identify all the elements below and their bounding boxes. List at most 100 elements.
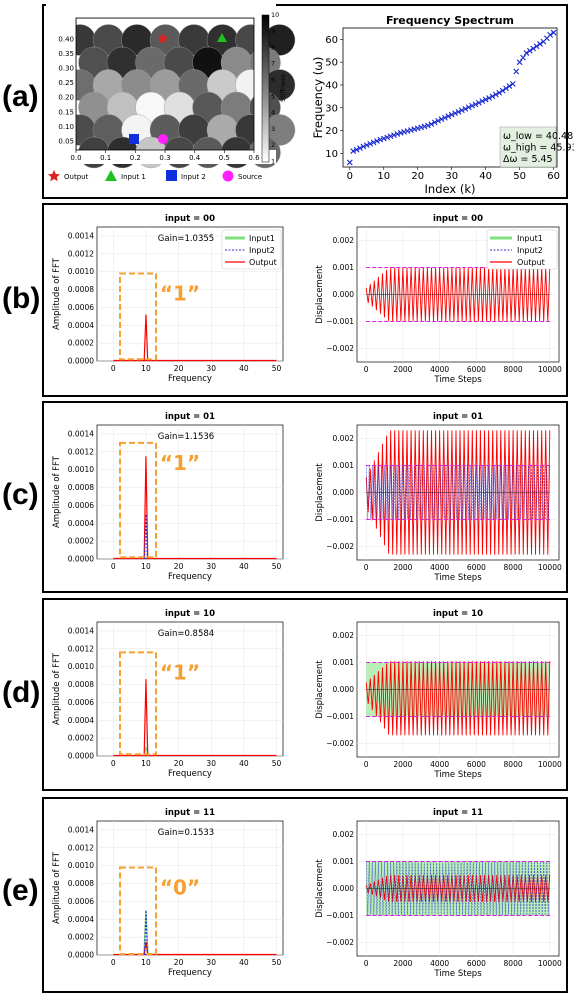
spectrum-point (350, 148, 357, 154)
spectrum-point (503, 85, 509, 92)
spectrum-point (506, 83, 513, 89)
lattice-y-tick-label: 0.30 (58, 65, 74, 73)
disp-x-tick-label: 6000 (467, 760, 486, 769)
disp-y-tick-label: −0.001 (326, 911, 354, 920)
disp-y-tick-label: 0.000 (333, 884, 355, 893)
disp-x-tick-label: 0 (364, 563, 369, 572)
disp-y-tick-label: 0.002 (333, 236, 355, 245)
disp-y-tick-label: −0.001 (326, 712, 354, 721)
lattice-mask-left (46, 0, 76, 158)
fft-y-tick-label: 0.0012 (68, 249, 94, 258)
spectrum-point (489, 93, 496, 100)
lattice-x-tick-label: 0.4 (189, 154, 201, 162)
fft-y-tick-label: 0.0004 (68, 519, 94, 528)
spectrum-point (499, 87, 506, 94)
disp-y-tick-label: 0.001 (333, 461, 355, 470)
fft-axes (96, 424, 284, 560)
disp-x-tick-label: 10000 (538, 563, 562, 572)
fft-x-tick-label: 30 (206, 562, 216, 571)
disp-x-tick-label: 8000 (504, 563, 523, 572)
spectrum-point (547, 31, 554, 38)
disp-x-tick-label: 0 (364, 365, 369, 374)
colorbar-tick-label: 4 (271, 109, 275, 117)
spectrum-annotation-line: Δω = 5.45 (503, 154, 553, 165)
colorbar-tick-label: 1 (271, 158, 275, 166)
spectrum-point (475, 99, 482, 106)
fft-legend-label: Input2 (249, 246, 275, 255)
spectrum-point (346, 159, 353, 166)
fft-title: input = 10 (165, 609, 215, 619)
disp-y-tick-label: 0.002 (333, 434, 355, 443)
fft-x-tick-label: 10 (141, 958, 151, 967)
lattice-y-tick-label: 0.40 (58, 35, 74, 43)
fft-y-tick-label: 0.0002 (68, 537, 94, 546)
spectrum-point (377, 136, 384, 143)
spectrum-point (431, 119, 438, 126)
spectrum-y-tick-label: 30 (325, 103, 338, 114)
fft-logic-output: “0” (160, 875, 200, 899)
legend-label: Input 1 (121, 173, 146, 181)
fft-y-tick-label: 0.0006 (68, 698, 94, 707)
spectrum-point (374, 138, 380, 144)
panel-label-b: (b) (2, 282, 41, 315)
fft-x-label: Frequency (168, 769, 212, 779)
fft-x-tick-label: 30 (206, 958, 216, 967)
fft-y-tick-label: 0.0008 (68, 879, 94, 888)
spectrum-annotation-box (499, 126, 557, 168)
fft-x-tick-label: 50 (272, 759, 282, 768)
disp-x-label: Time Steps (433, 375, 482, 385)
disp-x-label: Time Steps (433, 770, 482, 780)
spectrum-point (520, 54, 526, 61)
spectrum-point (442, 114, 448, 121)
spectrum-point (445, 113, 452, 120)
disp-y-tick-label: −0.002 (326, 542, 354, 551)
fft-logic-output: “1” (160, 281, 200, 305)
spectrum-point (438, 116, 445, 123)
spectrum-point (360, 143, 367, 150)
fft-axes (96, 621, 284, 757)
fft-x-tick-label: 0 (111, 759, 116, 768)
legend-square-marker (166, 170, 177, 181)
disp-x-tick-label: 4000 (430, 563, 449, 572)
fft-logic-output: “1” (160, 451, 200, 475)
spectrum-point (482, 96, 489, 103)
spectrum-point (367, 140, 374, 147)
panel-label-d: (d) (2, 676, 41, 709)
spectrum-point (357, 145, 363, 151)
colorbar-tick-label: 10 (271, 11, 279, 19)
spectrum-point (459, 107, 465, 114)
fft-gain: Gain=1.1536 (158, 432, 214, 442)
disp-y-tick-label: 0.002 (333, 631, 355, 640)
spectrum-point (370, 139, 377, 146)
fft-y-tick-label: 0.0000 (68, 555, 94, 564)
fft-x-tick-label: 10 (141, 759, 151, 768)
disp-output-signal (365, 661, 551, 736)
disp-x-tick-label: 10000 (538, 760, 562, 769)
fft-y-tick-label: 0.0000 (68, 357, 94, 366)
panel-label-a: (a) (2, 80, 39, 113)
spectrum-y-tick-label: 50 (325, 58, 338, 69)
spectrum-point (455, 108, 462, 115)
colorbar-tick-label: 5 (271, 92, 275, 100)
lattice-x-tick-label: 0.1 (100, 154, 111, 162)
disp-y-tick-label: 0.000 (333, 685, 355, 694)
disp-title: input = 10 (433, 609, 483, 619)
spectrum-x-tick-label: 40 (479, 171, 492, 182)
fft-title: input = 01 (165, 412, 215, 422)
disp-legend-label: Input1 (517, 234, 543, 243)
spectrum-annotation-line: ω_high = 45.93 (503, 143, 574, 154)
disp-x-tick-label: 8000 (504, 959, 523, 968)
spectrum-point (435, 117, 441, 124)
fft-y-tick-label: 0.0010 (68, 662, 94, 671)
fft-legend-label: Output (249, 258, 277, 267)
spectrum-point (428, 121, 435, 128)
disp-x-tick-label: 2000 (393, 365, 412, 374)
disp-title: input = 11 (433, 808, 483, 818)
lattice-mask-bottom (46, 150, 276, 164)
lattice-x-tick-label: 0.0 (70, 154, 81, 162)
colorbar (261, 14, 270, 163)
fft-y-tick-label: 0.0014 (68, 429, 94, 438)
fft-x-tick-label: 10 (141, 364, 151, 373)
disp-x-tick-label: 2000 (393, 959, 412, 968)
fft-output-peak (143, 314, 149, 362)
